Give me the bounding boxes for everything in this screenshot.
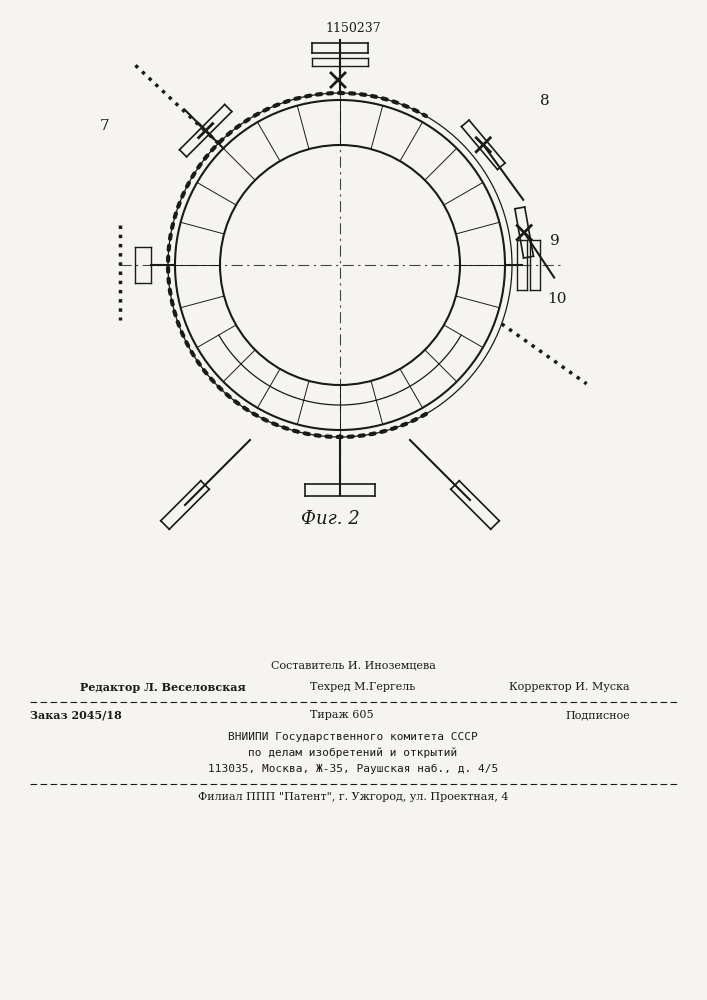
Text: 7: 7 [100, 119, 110, 133]
Text: Заказ 2045/18: Заказ 2045/18 [30, 710, 122, 721]
Text: Подписное: Подписное [566, 710, 630, 720]
Text: ВНИИПИ Государственного комитета СССР: ВНИИПИ Государственного комитета СССР [228, 732, 478, 742]
Text: по делам изобретений и открытий: по делам изобретений и открытий [248, 748, 457, 758]
Text: Тираж 605: Тираж 605 [310, 710, 373, 720]
Text: Корректор И. Муска: Корректор И. Муска [509, 682, 630, 692]
Text: 113035, Москва, Ж-35, Раушская наб., д. 4/5: 113035, Москва, Ж-35, Раушская наб., д. … [208, 764, 498, 774]
Text: Техред М.Гергель: Техред М.Гергель [310, 682, 415, 692]
Text: Составитель И. Иноземцева: Составитель И. Иноземцева [271, 660, 436, 670]
Text: 9: 9 [550, 234, 560, 248]
Text: Филиал ППП "Патент", г. Ужгород, ул. Проектная, 4: Филиал ППП "Патент", г. Ужгород, ул. Про… [198, 792, 508, 802]
Text: 8: 8 [540, 94, 549, 108]
Text: 1150237: 1150237 [325, 22, 381, 35]
Text: 10: 10 [547, 292, 566, 306]
Text: Редактор Л. Веселовская: Редактор Л. Веселовская [80, 682, 246, 693]
Text: Фиг. 2: Фиг. 2 [300, 510, 359, 528]
